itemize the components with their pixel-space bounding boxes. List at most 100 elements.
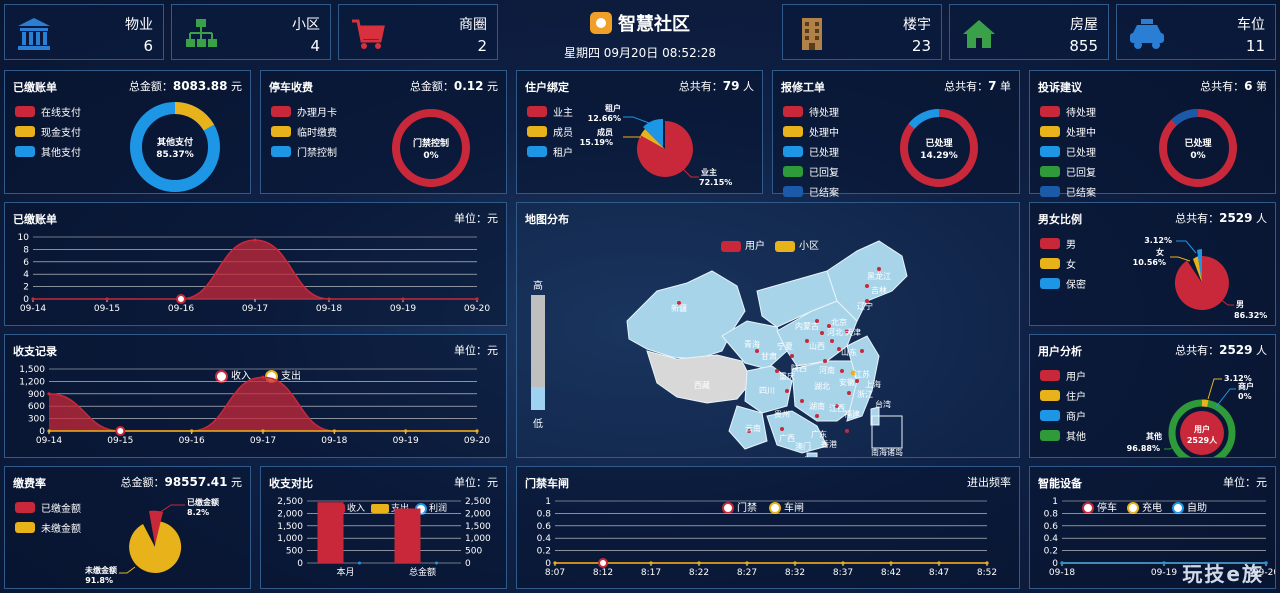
data-point[interactable] [105,297,109,301]
data-point[interactable] [190,429,194,433]
legend-item[interactable]: 成员 [527,121,573,141]
map-region-sichuan[interactable] [744,365,793,414]
legend-item[interactable]: 租户 [527,141,573,161]
inner-pie-user[interactable] [1180,411,1224,455]
legend-item[interactable]: 待处理 [783,101,839,121]
hover-point[interactable] [598,558,608,568]
legend-item[interactable]: 现金支付 [15,121,81,141]
china-map[interactable]: 新疆 西藏 青海 四川 云南 贵州 广西 广东 湖南 湖北 河南 山东 江苏 浙… [617,231,917,457]
legend-item[interactable]: 商户 [1040,405,1086,425]
map-point-community[interactable] [850,370,856,376]
data-point[interactable] [261,375,265,379]
data-point[interactable] [475,429,479,433]
map-region-northeast[interactable] [826,240,908,322]
hover-point[interactable] [176,294,186,304]
legend-item[interactable]: 小区 [775,237,819,252]
data-point[interactable] [985,561,989,565]
data-point[interactable] [745,561,749,565]
pie-slice-unpaid[interactable] [129,520,182,573]
legend-item[interactable]: 在线支付 [15,101,81,121]
legend-item[interactable]: 已结案 [1040,181,1096,201]
legend-item[interactable]: 自助 [1172,499,1207,514]
stat-card-business[interactable]: 商圈 2 [338,4,498,60]
map-region-tibet[interactable] [646,350,753,404]
pie-slice-secret[interactable] [1197,249,1202,283]
data-point[interactable] [553,561,557,565]
legend-item[interactable]: 办理月卡 [271,101,337,121]
data-point[interactable] [937,561,941,565]
outer-ring-resident[interactable] [1201,399,1209,408]
map-region-east[interactable] [846,335,880,422]
donut-slice-cash[interactable] [174,101,214,131]
data-point[interactable] [261,429,265,433]
legend-item[interactable]: 已结案 [783,181,839,201]
legend-item[interactable]: 用户 [721,237,765,252]
pie-slice-male[interactable] [1174,256,1229,310]
legend-item[interactable]: 已处理 [783,141,839,161]
legend-item[interactable]: 女 [1040,253,1086,273]
legend-item[interactable]: 保密 [1040,273,1086,293]
data-point[interactable] [841,561,845,565]
pie-slice-owner[interactable] [636,121,693,177]
stat-card-parking-space[interactable]: 车位 11 [1116,4,1276,60]
data-point[interactable] [253,238,257,242]
legend-item[interactable]: 已缴金额 [15,497,81,517]
profit-point[interactable] [435,561,438,565]
pie-slice-paid[interactable] [149,510,163,545]
data-point[interactable] [1060,561,1064,565]
bar[interactable] [394,508,421,563]
legend-item[interactable]: 停车 [1082,499,1117,514]
hover-point[interactable] [115,426,126,436]
legend-item[interactable]: 业主 [527,101,573,121]
legend-item[interactable]: 处理中 [1040,121,1096,141]
data-point[interactable] [697,561,701,565]
legend-item[interactable]: 门禁 [722,499,757,514]
stat-card-house[interactable]: 房屋 855 [949,4,1109,60]
legend-item[interactable]: 门禁控制 [271,141,337,161]
legend-item[interactable]: 其他支付 [15,141,81,161]
data-point[interactable] [649,561,653,565]
stat-card-community[interactable]: 小区 4 [171,4,331,60]
data-point[interactable] [47,429,51,433]
legend-item[interactable]: 已回复 [783,161,839,181]
legend-item[interactable]: 未缴金额 [15,517,81,537]
legend-item[interactable]: 充电 [1127,499,1162,514]
stat-card-property[interactable]: 物业 6 [4,4,164,60]
legend-item[interactable]: 住户 [1040,385,1086,405]
map-region-yunnan[interactable] [728,405,768,450]
visual-map-slider[interactable] [531,295,545,410]
profit-point[interactable] [358,561,361,565]
data-point[interactable] [889,561,893,565]
data-point[interactable] [404,429,408,433]
legend-item[interactable]: 临时缴费 [271,121,337,141]
map-region-hainan[interactable] [806,452,818,457]
stat-card-building[interactable]: 楼宇 23 [782,4,942,60]
legend-item[interactable]: 已回复 [1040,161,1096,181]
data-point[interactable] [1162,561,1166,565]
data-point[interactable] [475,297,479,301]
data-point[interactable] [47,392,51,396]
pie-slice-member[interactable] [640,129,666,149]
pie-slice-female[interactable] [1193,256,1202,283]
legend-item[interactable]: 待处理 [1040,101,1096,121]
legend-item[interactable]: 用户 [1040,365,1086,385]
legend-item[interactable]: 其他 [1040,425,1086,445]
map-region-inner-mongolia[interactable] [756,270,838,328]
legend-item[interactable]: 男 [1040,233,1086,253]
map-region-xinjiang[interactable] [626,270,746,360]
legend-item[interactable]: 已处理 [1040,141,1096,161]
data-point[interactable] [793,561,797,565]
legend-item[interactable]: 车闸 [769,499,804,514]
data-point[interactable] [1264,561,1268,565]
pie-slice-tenant[interactable] [643,118,663,147]
donut-slice-closed[interactable] [1171,108,1199,126]
data-point[interactable] [401,297,405,301]
data-point[interactable] [332,429,336,433]
donut-slice[interactable] [392,109,470,187]
donut-slice-handled[interactable] [908,108,940,129]
bar[interactable] [317,502,344,563]
map-region-south[interactable] [766,410,828,454]
data-point[interactable] [327,297,331,301]
data-point[interactable] [31,297,35,301]
legend-item[interactable]: 处理中 [783,121,839,141]
